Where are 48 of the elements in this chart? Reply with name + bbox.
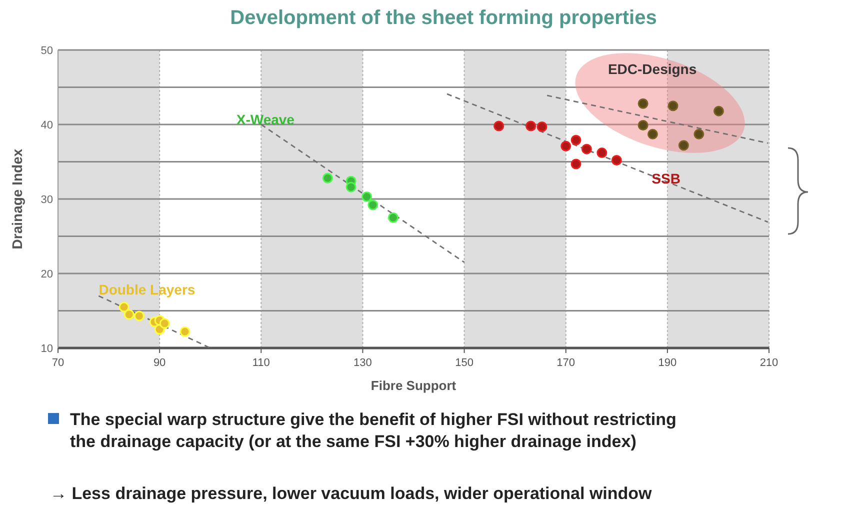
chart-title: Development of the sheet forming properties — [230, 7, 657, 29]
point — [596, 148, 608, 158]
y-tick-label: 50 — [40, 45, 53, 57]
point — [134, 310, 145, 322]
point — [368, 200, 378, 210]
point — [638, 98, 648, 109]
point — [526, 120, 536, 132]
y-tick-label: 40 — [40, 120, 53, 132]
point — [388, 212, 398, 223]
point — [322, 172, 333, 184]
point — [124, 309, 134, 320]
point — [668, 100, 678, 112]
point — [346, 182, 356, 192]
x-tick-label: 90 — [153, 357, 166, 369]
point — [713, 106, 724, 116]
series-label: Double Layers — [98, 282, 196, 298]
x-tick-label: 210 — [760, 357, 778, 369]
point — [494, 120, 504, 132]
x-tick-label: 150 — [455, 357, 474, 369]
x-tick-label: 170 — [556, 357, 576, 369]
point — [647, 128, 658, 140]
point — [362, 192, 372, 202]
x-axis-title: Fibre Support — [370, 378, 457, 393]
y-tick-label: 30 — [40, 194, 53, 206]
point — [570, 134, 582, 146]
x-tick-label: 130 — [354, 357, 372, 369]
y-axis-title: Drainage Index — [9, 148, 25, 250]
point — [638, 120, 648, 130]
point — [581, 144, 592, 154]
text: SSB — [652, 170, 680, 186]
point — [678, 140, 689, 151]
point — [118, 302, 130, 312]
point — [611, 155, 622, 166]
x-tick-label: 190 — [658, 357, 677, 369]
x-tick-label: 70 — [52, 357, 64, 369]
text: → Less drainage pressure, lower vacuum loads, wider operational window — [50, 484, 653, 503]
point — [536, 121, 548, 132]
text: X-Weave — [236, 111, 295, 128]
point — [694, 128, 704, 140]
text: The special warp structure give the benefit of higher FSI without restricting the drainage capacity (or at the same FSI +30% higher drainage index) — [70, 410, 676, 451]
point — [570, 158, 582, 170]
y-tick-label: 10 — [40, 343, 53, 355]
y-tick-label: 20 — [40, 268, 53, 280]
point — [180, 326, 190, 337]
text: EDC-Designs — [608, 60, 697, 77]
point — [159, 318, 170, 329]
point — [560, 140, 572, 152]
x-tick-label: 110 — [252, 357, 270, 369]
